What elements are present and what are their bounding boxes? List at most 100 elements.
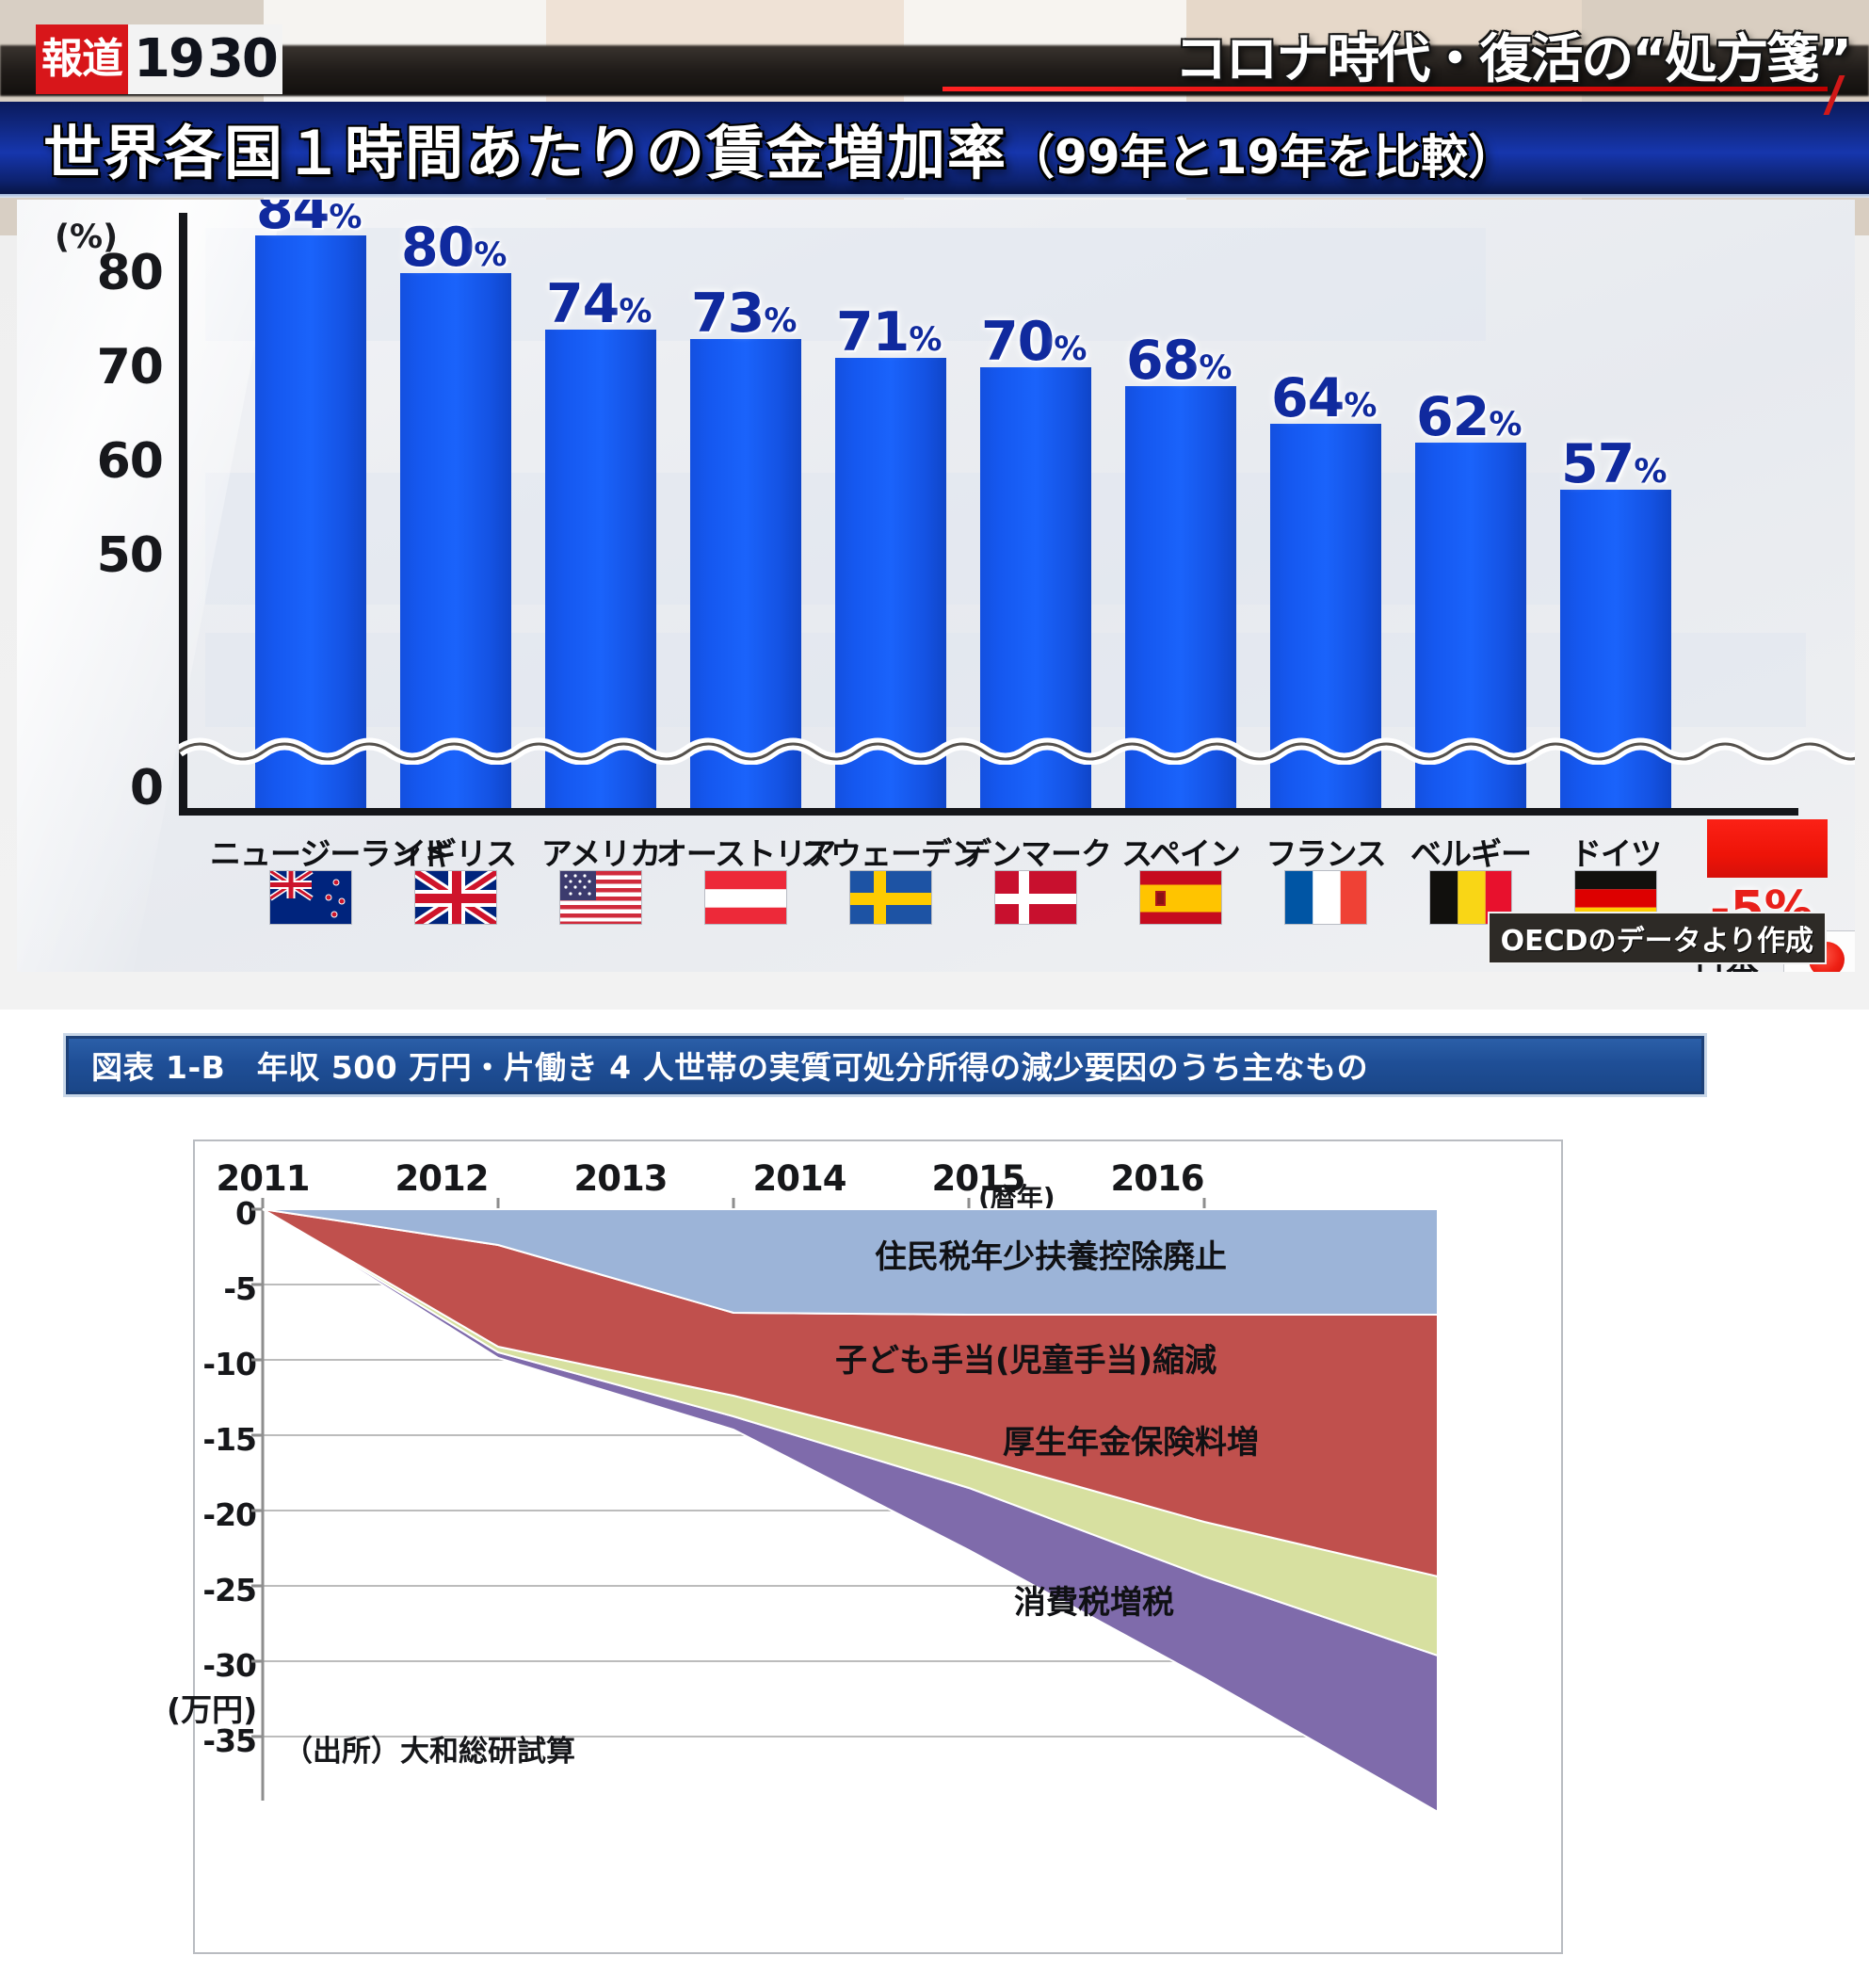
value-percent: % [764, 302, 797, 340]
document-title: 図表 1-B 年収 500 万円・片働き 4 人世帯の実質可処分所得の減少要因の… [91, 1049, 1369, 1086]
chart-title-main: 世界各国１時間あたりの賃金増加率 [43, 119, 1008, 187]
y-tick-m15: -15 [202, 1421, 257, 1458]
area-chart-plot [251, 1198, 1439, 1814]
x-axis-unit-label: (暦年) [978, 1182, 1055, 1213]
area-label-juminzei: 住民税年少扶養控除廃止 [875, 1238, 1227, 1276]
document-panel: 図表 1-B 年収 500 万円・片働き 4 人世帯の実質可処分所得の減少要因の… [0, 1010, 1869, 1988]
value-number: 70 [981, 311, 1055, 373]
category-label-france: フランス [1265, 835, 1386, 872]
y-axis-unit-label: (%) [55, 218, 119, 256]
bar-value-austria: 73% [691, 283, 797, 345]
x-tick-2014: 2014 [752, 1158, 847, 1199]
flag-usa-icon [559, 870, 642, 925]
chart-title-sub: （99年と19年を比較） [1007, 130, 1516, 185]
area-label-kousei-nenkin: 厚生年金保険料増 [1003, 1424, 1259, 1462]
category-label-germany: ドイツ [1571, 835, 1662, 872]
value-percent: % [1344, 387, 1377, 425]
x-tick-2013: 2013 [573, 1158, 669, 1199]
bar-new-zealand [255, 235, 366, 808]
value-percent: % [1489, 406, 1522, 444]
value-number: 57 [1561, 433, 1635, 495]
broadcast-headline: コロナ時代・復活の“処方箋” [1174, 29, 1852, 90]
flag-sweden-icon [849, 870, 932, 925]
headline-underline [943, 87, 1828, 91]
category-label-denmark: デンマーク [960, 835, 1112, 872]
chart-title-bar [0, 102, 1869, 198]
bar-value-denmark: 70% [981, 311, 1087, 373]
value-percent: % [619, 293, 652, 331]
document-title-bar: 図表 1-B 年収 500 万円・片働き 4 人世帯の実質可処分所得の減少要因の… [66, 1036, 1704, 1094]
bar-value-spain: 68% [1126, 330, 1232, 392]
bar-value-new-zealand: 84% [256, 200, 362, 241]
category-label-sweden: スウェーデン [800, 835, 982, 872]
x-tick-2015: 2015 [931, 1158, 1026, 1199]
flag-new-zealand-icon [269, 870, 352, 925]
value-number: 64 [1271, 367, 1345, 429]
value-number: 68 [1126, 330, 1200, 392]
category-label-spain: スペイン [1121, 835, 1241, 872]
y-tick-m30: -30 [202, 1647, 257, 1684]
y-tick-60: 60 [96, 433, 164, 490]
value-percent: % [1634, 453, 1667, 491]
axis-break-wave [179, 737, 1855, 765]
bar-denmark [980, 367, 1091, 808]
value-number: 73 [691, 283, 765, 345]
value-percent: % [474, 236, 507, 274]
value-number: 71 [836, 301, 910, 364]
y-tick-m20: -20 [202, 1496, 257, 1533]
flag-denmark-icon [994, 870, 1077, 925]
flag-france-icon [1284, 870, 1367, 925]
flag-uk-icon [414, 870, 497, 925]
y-axis-unit-label: (万円) [167, 1691, 258, 1728]
value-number: 62 [1416, 386, 1490, 448]
value-percent: % [1199, 349, 1232, 387]
category-label-usa: アメリカ [540, 835, 661, 872]
bar-usa [545, 330, 656, 808]
bar-austria [690, 339, 801, 808]
bar-value-uk: 80% [401, 217, 507, 279]
logo-number-left: 19 [134, 28, 205, 89]
area-label-shouhizei: 消費税増税 [1014, 1584, 1174, 1622]
area-label-kodomo-teate: 子ども手当(児童手当)縮減 [835, 1342, 1217, 1380]
broadcast-panel: 報道 1930 コロナ時代・復活の“処方箋” 世界各国１時間あたりの賃金増加率（… [0, 0, 1869, 1010]
y-axis-line [179, 213, 187, 816]
area-juminzei [262, 1208, 1439, 1316]
x-tick-2016: 2016 [1110, 1158, 1205, 1199]
y-tick-0: 0 [235, 1195, 257, 1232]
value-percent: % [329, 200, 362, 236]
category-label-uk: イギリス [395, 835, 517, 872]
y-tick-80: 80 [96, 245, 164, 301]
x-tick-2011: 2011 [216, 1158, 311, 1199]
flag-spain-icon [1139, 870, 1222, 925]
bar-value-france: 64% [1271, 367, 1377, 429]
y-tick-m25: -25 [202, 1572, 257, 1608]
bar-chart-source: OECDのデータより作成 [1487, 912, 1827, 964]
value-percent: % [909, 321, 942, 359]
logo-number-right: 30 [206, 28, 279, 89]
y-tick-m35: -35 [202, 1722, 257, 1759]
area-chart-box: 2011 2012 2013 2014 2015 2016 (暦年) 0 -5 … [167, 1139, 1563, 1954]
y-tick-70: 70 [96, 339, 164, 396]
x-tick-2012: 2012 [395, 1158, 490, 1199]
program-logo-kanji: 報道 [36, 24, 128, 94]
category-label-austria: オーストリア [655, 835, 836, 872]
bar-value-germany: 57% [1561, 433, 1667, 495]
program-logo: 報道 1930 [36, 24, 282, 94]
category-label-belgium: ベルギー [1410, 835, 1532, 872]
chart-title: 世界各国１時間あたりの賃金増加率（99年と19年を比較） [43, 105, 1515, 190]
y-tick-0: 0 [129, 760, 164, 816]
value-number: 74 [546, 273, 620, 335]
y-tick-m5: -5 [223, 1270, 257, 1307]
bar-value-sweden: 71% [836, 301, 942, 364]
y-tick-m10: -10 [202, 1346, 257, 1382]
value-number: 84 [256, 200, 330, 241]
bar-sweden [835, 358, 946, 808]
bar-chart-stage: (%) 80 70 60 50 0 84% 80% 74% 73% 71% 70… [17, 200, 1855, 972]
category-label-new-zealand: ニュージーランド [210, 835, 451, 872]
value-number: 80 [401, 217, 475, 279]
x-axis-line [179, 808, 1798, 816]
flag-austria-icon [704, 870, 787, 925]
y-tick-50: 50 [96, 527, 164, 584]
value-percent: % [1054, 331, 1087, 368]
bar-value-usa: 74% [546, 273, 652, 335]
